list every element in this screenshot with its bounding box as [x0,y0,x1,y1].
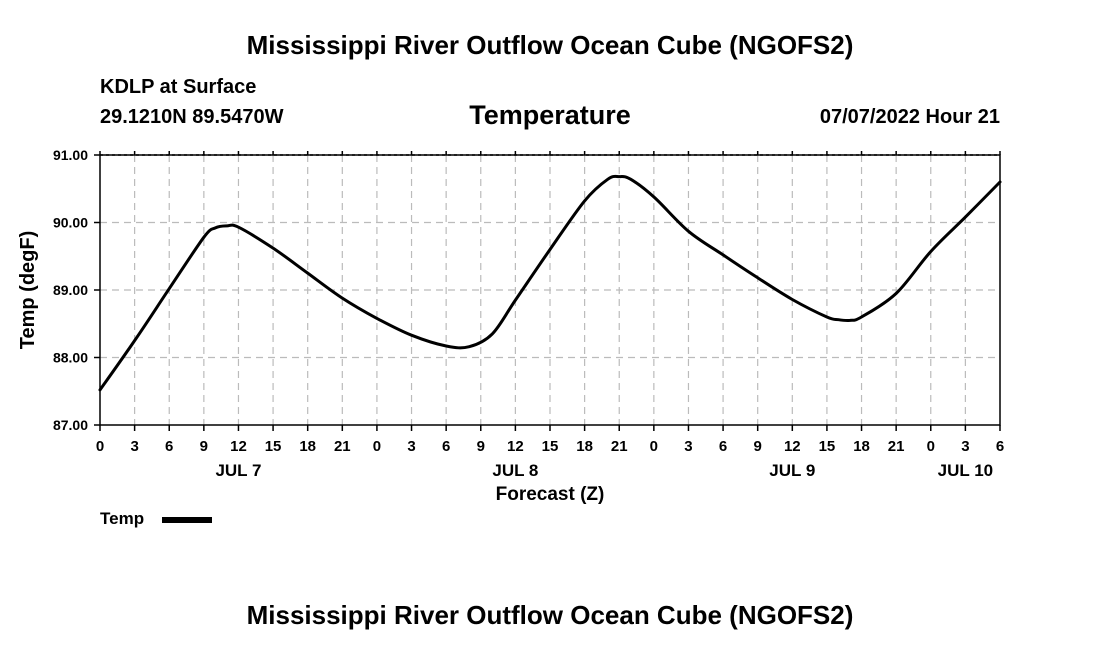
y-tick-label: 91.00 [53,147,88,163]
x-tick-label: 3 [961,438,969,455]
y-tick-label: 87.00 [53,417,88,433]
x-tick-label: 18 [853,438,870,455]
y-axis: 87.00 88.00 89.00 90.00 91.00 [53,147,100,433]
x-tick-label: 6 [442,438,450,455]
legend-swatch-temp [162,517,212,523]
x-tick-label: 12 [784,438,801,455]
x-tick-label: 21 [611,438,628,455]
x-tick-label: 0 [373,438,381,455]
x-tick-label: 0 [650,438,658,455]
day-label: JUL 10 [938,461,993,480]
x-tick-label: 18 [576,438,593,455]
x-tick-label: 15 [819,438,836,455]
x-axis: 0 3 6 9 12 15 18 21 0 3 6 9 12 15 18 21 0 3 6 9 12 15 18 21 0 3 6 [96,151,1004,455]
x-tick-label: 18 [299,438,316,455]
x-tick-label: 9 [477,438,485,455]
x-axis-label: Forecast (Z) [496,484,605,505]
x-tick-label: 0 [927,438,935,455]
station-name: KDLP at Surface [100,76,257,98]
series-line-temp [98,174,1002,392]
y-tick-label: 90.00 [53,215,88,231]
legend-label-temp: Temp [100,509,145,528]
x-tick-label: 9 [200,438,208,455]
y-axis-label: Temp (degF) [17,231,39,350]
x-tick-label: 21 [888,438,905,455]
x-tick-label: 9 [754,438,762,455]
main-title: Mississippi River Outflow Ocean Cube (NG… [246,30,854,60]
y-tick-label: 89.00 [53,282,88,298]
x-tick-label: 21 [334,438,351,455]
day-label: JUL 7 [215,461,261,480]
day-label: JUL 9 [769,461,815,480]
x-tick-label: 12 [507,438,524,455]
x-tick-label: 6 [719,438,727,455]
y-tick-label: 88.00 [53,350,88,366]
x-tick-label: 0 [96,438,104,455]
x-tick-label: 6 [165,438,173,455]
x-tick-label: 15 [542,438,559,455]
forecast-time: 07/07/2022 Hour 21 [819,106,1000,128]
x-tick-label: 3 [407,438,415,455]
station-coords: 29.1210N 89.5470W [100,106,284,128]
grid [100,155,1000,425]
day-label: JUL 8 [492,461,538,480]
footer-title: Mississippi River Outflow Ocean Cube (NG… [246,600,854,630]
x-tick-label: 3 [130,438,138,455]
day-labels: JUL 7 JUL 8 JUL 9 JUL 10 [215,461,993,480]
chart-title: Temperature [469,100,631,130]
x-tick-label: 3 [684,438,692,455]
x-tick-label: 6 [996,438,1004,455]
x-tick-label: 15 [265,438,282,455]
x-tick-label: 12 [230,438,247,455]
